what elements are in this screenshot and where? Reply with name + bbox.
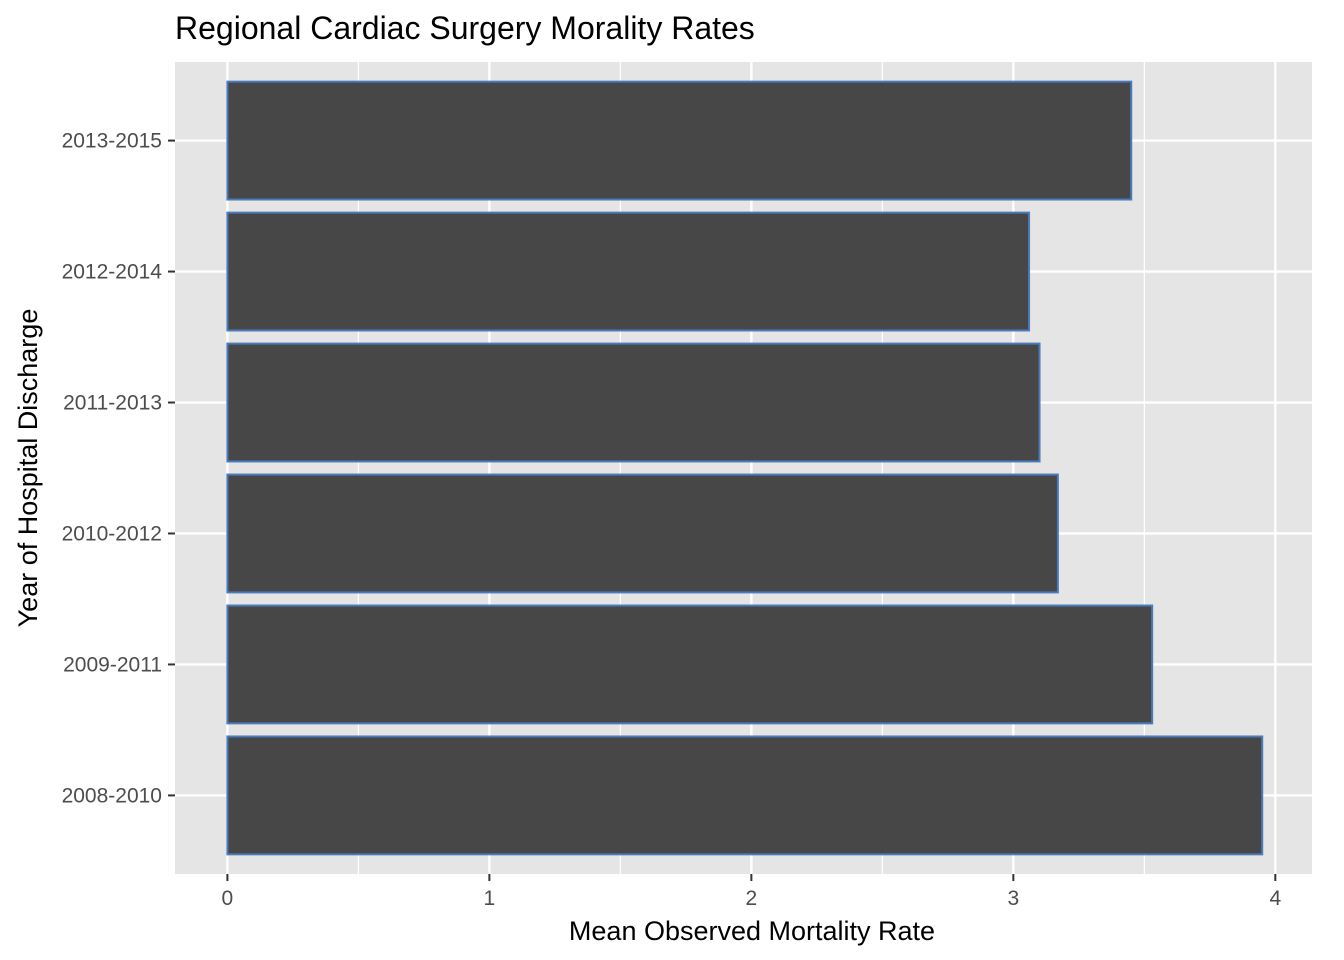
bar [226, 473, 1059, 594]
y-tick-label: 2011-2013 [63, 392, 162, 415]
x-tick-label: 3 [1007, 887, 1019, 910]
x-tick-label: 1 [484, 887, 496, 910]
x-tick-label: 4 [1269, 887, 1281, 910]
y-axis-title: Year of Hospital Discharge [13, 309, 43, 628]
bars [226, 80, 1264, 856]
y-tick-label: 2010-2012 [62, 522, 162, 545]
x-tick-label: 2 [746, 887, 758, 910]
chart-title: Regional Cardiac Surgery Morality Rates [175, 10, 755, 46]
bar [226, 211, 1031, 332]
y-tick-label: 2012-2014 [62, 261, 163, 284]
x-axis-title: Mean Observed Mortality Rate [569, 916, 935, 946]
x-tick-label: 0 [222, 887, 234, 910]
y-tick-label: 2009-2011 [63, 653, 162, 676]
bar [226, 342, 1041, 463]
y-tick-label: 2008-2010 [62, 784, 162, 807]
y-tick-label: 2013-2015 [62, 130, 162, 153]
y-axis-ticks: 2008-2010 2009-2011 2010-2012 2011-2013 2012… [62, 130, 175, 807]
x-axis-ticks: 0 1 2 3 4 [222, 874, 1281, 910]
bar [226, 80, 1133, 201]
bar [226, 735, 1264, 856]
bar [226, 604, 1154, 725]
